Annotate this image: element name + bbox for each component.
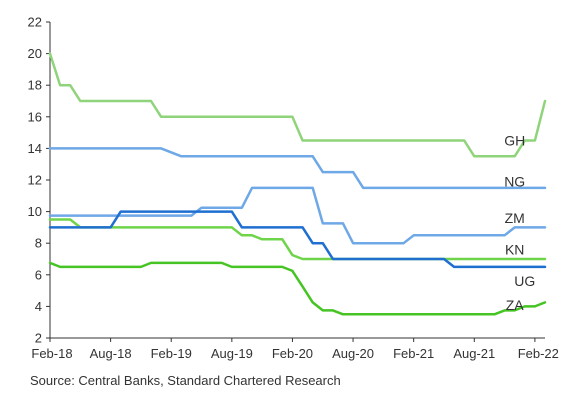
y-tick-label: 18: [28, 78, 42, 93]
x-tick-label: Aug-18: [90, 346, 132, 361]
y-tick-label: 14: [28, 141, 42, 156]
y-tick-label: 2: [35, 331, 42, 346]
x-tick-label: Feb-21: [393, 346, 434, 361]
series-line-za: [48, 261, 547, 316]
series-label-gh: GH: [504, 133, 525, 149]
series-lines: [48, 52, 547, 316]
y-axis: 2 4 6 8 10 12 14 16 18 20 22: [28, 15, 51, 346]
x-tick-label: Feb-18: [31, 346, 72, 361]
y-tick-label: 22: [28, 15, 42, 30]
series-label-ng: NG: [504, 174, 525, 190]
x-axis: Feb-18 Aug-18 Feb-19 Aug-19 Feb-20 Aug-20 Feb-…: [31, 337, 559, 361]
series-label-ug: UG: [514, 273, 535, 289]
line-chart: 2 4 6 8 10 12 14 16 18 20 22 Feb-18 Aug-18 Feb-19 Aug…: [28, 15, 559, 362]
x-tick-label: Feb-19: [151, 346, 192, 361]
y-tick-label: 10: [28, 204, 42, 219]
series-label-za: ZA: [506, 297, 525, 313]
series-line-zm: [48, 186, 547, 245]
series-labels: GH NG ZM KN UG ZA: [504, 133, 535, 313]
series-label-kn: KN: [505, 242, 524, 258]
x-tick-label: Aug-21: [453, 346, 495, 361]
series-line-gh: [48, 52, 547, 158]
series-line-ng: [48, 147, 547, 190]
y-tick-label: 16: [28, 109, 42, 124]
series-line-kn: [48, 218, 547, 261]
x-tick-label: Aug-19: [211, 346, 253, 361]
y-tick-label: 6: [35, 267, 42, 282]
x-tick-label: Feb-20: [272, 346, 313, 361]
x-tick-label: Feb-22: [518, 346, 559, 361]
y-tick-label: 12: [28, 173, 42, 188]
y-tick-label: 20: [28, 46, 42, 61]
x-tick-label: Aug-20: [332, 346, 374, 361]
y-tick-label: 8: [35, 236, 42, 251]
source-note: Source: Central Banks, Standard Chartere…: [30, 373, 341, 388]
series-line-ug: [48, 210, 547, 269]
series-label-zm: ZM: [505, 210, 525, 226]
y-tick-label: 4: [35, 299, 42, 314]
